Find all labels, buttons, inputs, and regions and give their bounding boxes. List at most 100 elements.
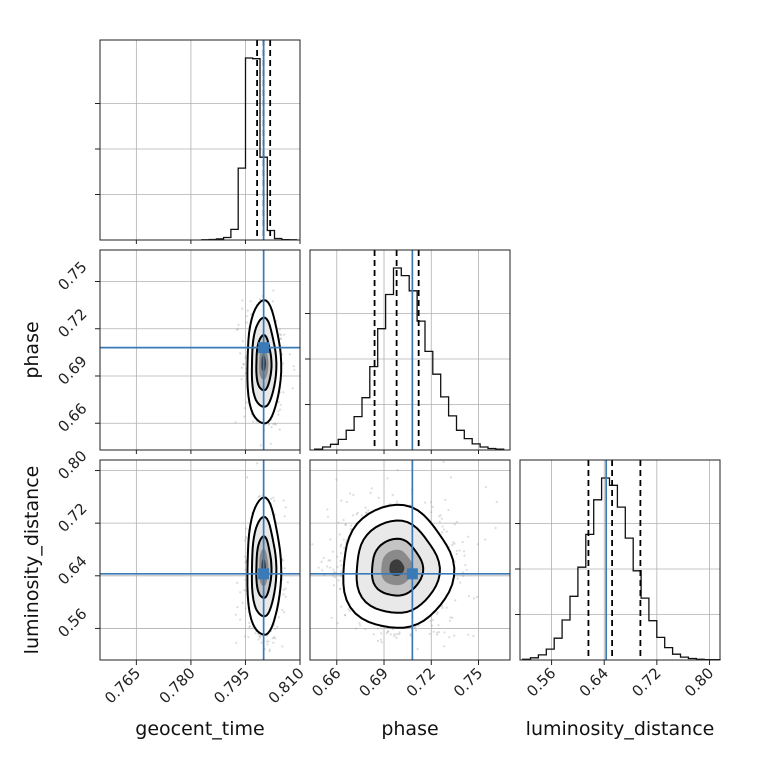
sample-point <box>243 635 246 638</box>
sample-point <box>337 579 340 582</box>
sample-point <box>259 444 262 447</box>
sample-point <box>257 638 260 641</box>
sample-point <box>272 423 275 426</box>
sample-point <box>246 476 249 479</box>
sample-point <box>279 403 282 406</box>
sample-point <box>442 528 446 531</box>
sample-point <box>242 363 245 366</box>
panel-distance-vs-geocent <box>99 459 301 661</box>
sample-point <box>251 420 255 423</box>
sample-point <box>282 593 285 596</box>
sample-point <box>258 298 262 301</box>
sample-point <box>239 618 242 621</box>
sample-point <box>235 641 238 644</box>
sample-point <box>293 368 296 371</box>
sample-point <box>280 333 283 337</box>
hist-geocent-time <box>201 57 298 241</box>
sample-point <box>342 518 345 522</box>
sample-point <box>243 407 246 410</box>
sample-point <box>245 401 248 404</box>
sample-point <box>256 462 259 465</box>
panel-phase-vs-geocent <box>99 249 301 451</box>
sample-point <box>244 607 248 610</box>
sample-point <box>244 355 247 358</box>
sample-point <box>267 640 270 643</box>
sample-point <box>281 645 284 648</box>
sample-point <box>254 632 257 635</box>
sample-point <box>243 539 246 542</box>
sample-point <box>269 442 272 445</box>
sample-point <box>338 533 341 536</box>
sample-point <box>277 400 280 404</box>
sample-point <box>241 340 244 343</box>
panel-phase-hist <box>305 249 511 451</box>
panel-distance-vs-phase <box>309 459 511 661</box>
sample-point <box>273 499 276 502</box>
sample-point <box>284 587 287 590</box>
sample-point <box>476 543 479 546</box>
sample-point <box>283 567 286 570</box>
sample-point <box>467 595 471 598</box>
sample-point <box>282 362 285 365</box>
sample-point <box>449 616 452 619</box>
sample-point <box>265 640 268 643</box>
sample-point <box>278 328 282 331</box>
sample-point <box>245 315 248 318</box>
sample-point <box>241 601 244 604</box>
sample-point <box>244 578 247 581</box>
sample-point <box>437 631 441 634</box>
sample-point <box>258 495 261 498</box>
sample-point <box>268 650 271 653</box>
sample-point <box>276 625 279 629</box>
sample-point <box>282 391 285 394</box>
sample-point <box>467 633 470 636</box>
sample-point <box>243 589 246 592</box>
sample-point <box>424 501 427 504</box>
sample-point <box>292 365 295 368</box>
sample-point <box>288 353 291 356</box>
sample-point <box>244 568 247 572</box>
sample-point <box>291 387 294 390</box>
sample-point <box>247 636 250 639</box>
sample-point <box>240 366 244 369</box>
sample-point <box>283 515 286 518</box>
sample-point <box>236 606 239 609</box>
sample-point <box>270 426 273 429</box>
sample-point <box>281 608 284 612</box>
sample-point <box>393 633 396 636</box>
sample-point <box>278 333 281 336</box>
sample-point <box>258 635 261 638</box>
sample-point <box>459 581 462 584</box>
sample-point <box>274 627 277 631</box>
sample-point <box>339 574 342 578</box>
sample-point <box>441 531 444 534</box>
sample-point <box>270 497 273 500</box>
sample-point <box>358 622 361 625</box>
sample-point <box>277 413 280 416</box>
sample-point <box>243 415 246 418</box>
sample-point <box>286 581 289 584</box>
sample-point <box>329 566 332 569</box>
sample-point <box>332 568 335 571</box>
sample-point <box>271 300 274 303</box>
sample-point <box>284 506 287 509</box>
truth-point <box>258 342 270 354</box>
sample-point <box>280 337 283 340</box>
sample-point <box>279 408 282 411</box>
sample-point <box>271 637 274 640</box>
sample-point <box>272 641 275 644</box>
sample-point <box>240 378 243 381</box>
sample-point <box>339 559 342 563</box>
sample-point <box>245 527 248 530</box>
sample-point <box>267 423 271 426</box>
sample-point <box>237 323 240 326</box>
sample-point <box>431 505 434 508</box>
sample-point <box>236 581 239 585</box>
sample-point <box>332 584 336 587</box>
sample-point <box>266 643 269 646</box>
sample-point <box>278 428 281 431</box>
sample-point <box>234 613 237 616</box>
sample-point <box>250 313 253 316</box>
sample-point <box>274 422 277 425</box>
panel-geocent-time-hist <box>95 39 301 241</box>
